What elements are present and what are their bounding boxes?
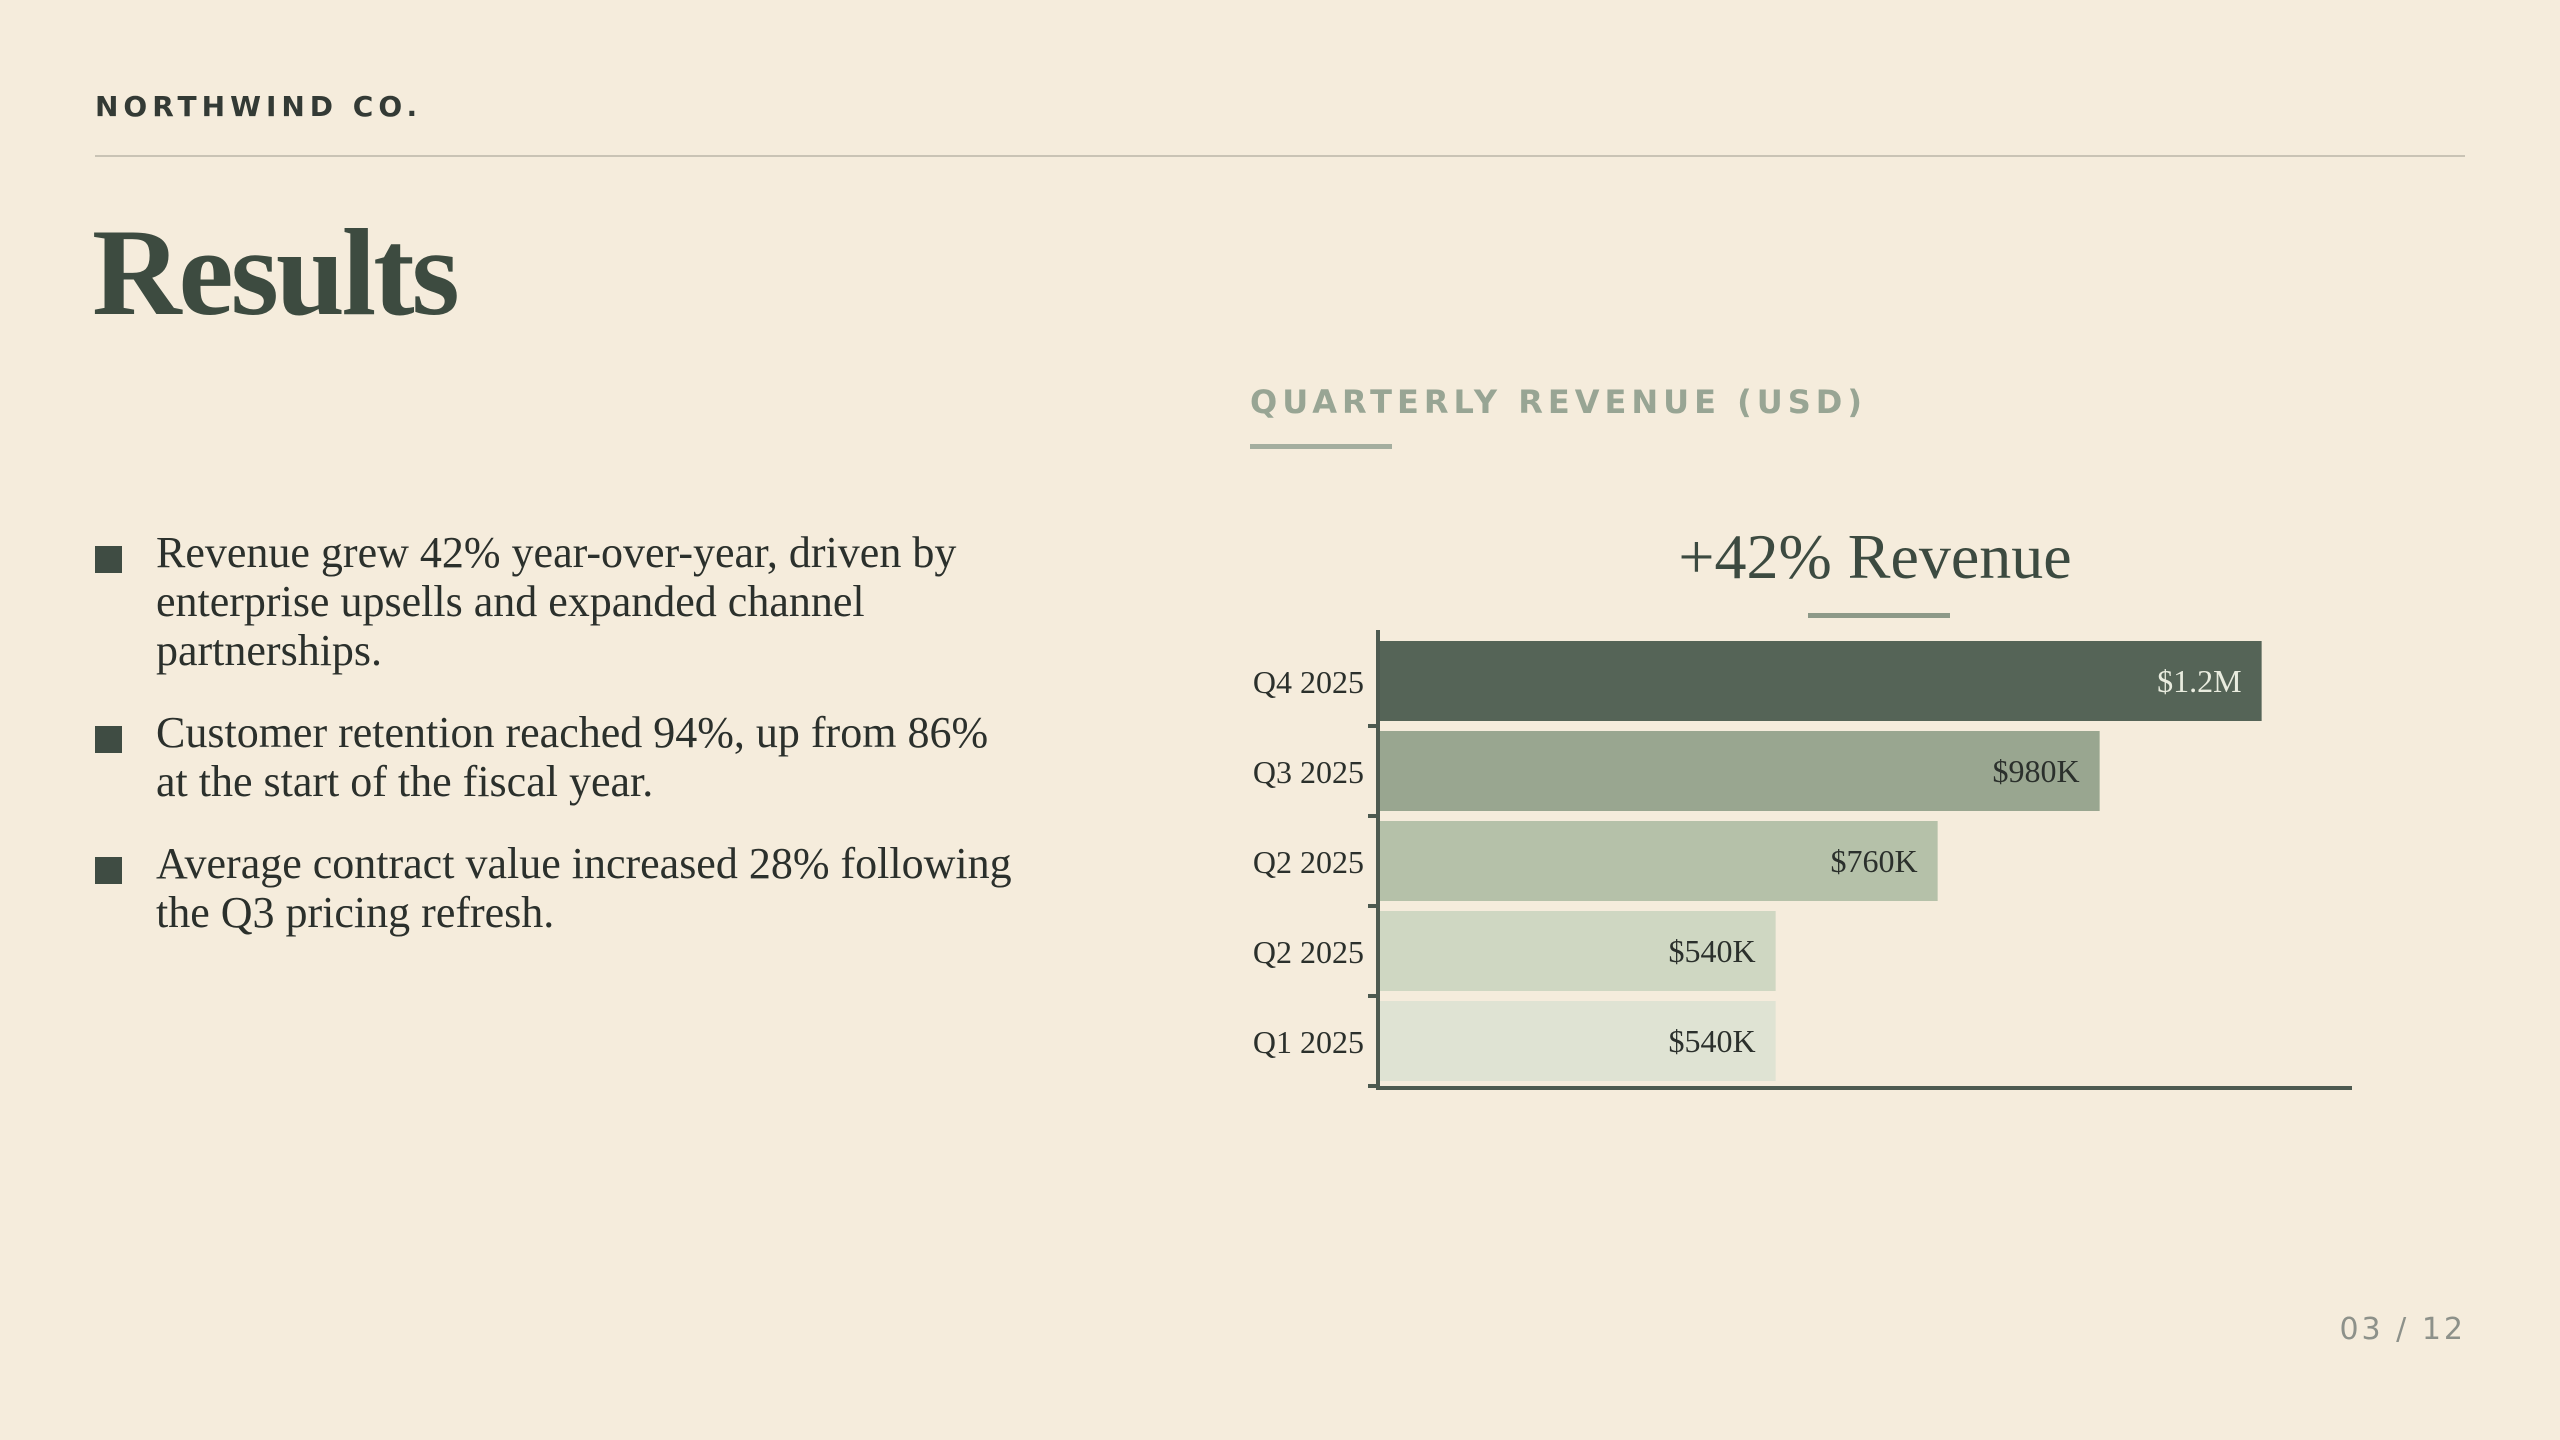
category-label: Q3 2025: [1253, 754, 1364, 790]
bullet-item: Customer retention reached 94%, up from …: [95, 708, 1015, 806]
category-label: Q2 2025: [1253, 934, 1364, 970]
bullet-square-icon: [95, 857, 122, 884]
bar: [1378, 641, 2262, 721]
slide-title: Results: [92, 204, 460, 341]
bullet-item: Revenue grew 42% year-over-year, driven …: [95, 528, 1015, 675]
bar: [1378, 1001, 1776, 1081]
chart-section-underline: [1250, 444, 1392, 449]
bar: [1378, 821, 1938, 901]
data-label: $980K: [1993, 753, 2080, 789]
bullet-item: Average contract value increased 28% fol…: [95, 839, 1015, 937]
bullet-square-icon: [95, 546, 122, 573]
bar: [1378, 731, 2100, 811]
data-label: $760K: [1831, 843, 1918, 879]
brand-name: NORTHWIND CO.: [95, 90, 423, 123]
bar: [1378, 911, 1776, 991]
data-label: $540K: [1669, 1023, 1756, 1059]
bullet-list: Revenue grew 42% year-over-year, driven …: [95, 528, 1015, 970]
chart-section-title: QUARTERLY REVENUE (USD): [1250, 383, 1867, 421]
category-label: Q2 2025: [1253, 844, 1364, 880]
bullet-text: Average contract value increased 28% fol…: [156, 839, 1012, 937]
category-label: Q4 2025: [1253, 664, 1364, 700]
bullet-text: Revenue grew 42% year-over-year, driven …: [156, 528, 957, 675]
bullet-text: Customer retention reached 94%, up from …: [156, 708, 989, 806]
page-number: 03 / 12: [2339, 1312, 2466, 1347]
chart-headline: +42% Revenue: [1678, 521, 2072, 592]
bullet-square-icon: [95, 726, 122, 753]
category-label: Q1 2025: [1253, 1024, 1364, 1060]
data-label: $540K: [1669, 933, 1756, 969]
header-divider: [95, 155, 2465, 157]
data-label: $1.2M: [2157, 663, 2241, 699]
chart-headline-underline: [1808, 613, 1950, 618]
